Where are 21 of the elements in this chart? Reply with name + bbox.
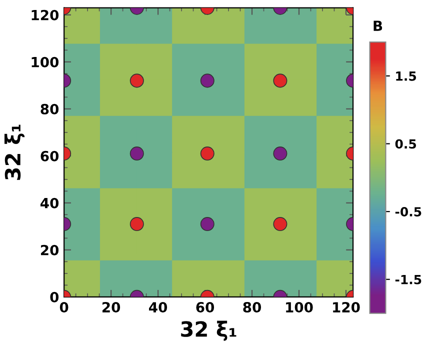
x-tick-label: 40 — [149, 302, 168, 313]
y-tick-label: 120 — [32, 10, 59, 20]
color-bar-label: 1.5 — [396, 72, 416, 81]
color-bar-label: -0.5 — [395, 207, 422, 216]
x-axis-title: 32 ξ₁ — [181, 320, 236, 341]
y-tick-label: 0 — [50, 292, 59, 302]
y-tick-label: 100 — [32, 56, 59, 68]
y-tick-label: 80 — [40, 104, 59, 114]
x-tick-label: 0 — [60, 302, 68, 313]
x-tick-label: 60 — [196, 302, 214, 313]
color-bar-label: 0.5 — [395, 139, 416, 149]
x-tick-label: 80 — [243, 302, 262, 313]
x-tick-label: 120 — [333, 302, 360, 313]
x-tick-label: 100 — [286, 302, 313, 313]
y-axis-title: 32 ξ₁ — [4, 124, 25, 180]
y-tick-label: 40 — [40, 198, 59, 208]
color-bar-label: -1.5 — [395, 275, 422, 284]
y-tick-label: 60 — [40, 150, 59, 162]
x-tick-label: 20 — [102, 302, 120, 313]
color-bar-title: B — [374, 20, 382, 31]
y-tick-label: 20 — [40, 244, 59, 256]
